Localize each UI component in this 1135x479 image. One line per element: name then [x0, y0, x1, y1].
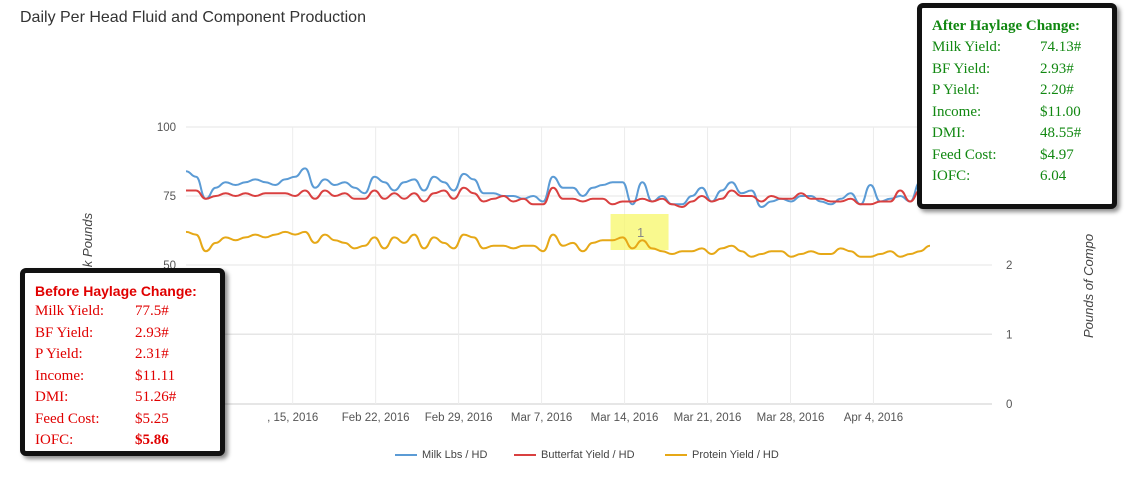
- before-haylage-callout: Before Haylage Change: Milk Yield: 77.5# …: [20, 268, 225, 456]
- before-row-value: 2.93#: [135, 324, 169, 341]
- after-row-milk-yield: Milk Yield: 74.13#: [932, 37, 1112, 59]
- legend-swatch-butterfat: [514, 454, 536, 456]
- after-row-feed-cost: Feed Cost: $4.97: [932, 145, 1112, 167]
- legend-item-protein[interactable]: Protein Yield / HD: [665, 449, 779, 461]
- y-right-tick-label: 0: [1006, 399, 1012, 411]
- x-tick-label: Mar 21, 2016: [674, 412, 742, 424]
- legend-item-butterfat[interactable]: Butterfat Yield / HD: [514, 449, 635, 461]
- series-line-milk: [185, 167, 930, 209]
- after-haylage-callout: After Haylage Change: Milk Yield: 74.13# …: [917, 3, 1117, 209]
- after-row-label: Milk Yield:: [932, 39, 1002, 55]
- annotation-label: 1: [637, 225, 644, 240]
- legend-label-milk: Milk Lbs / HD: [422, 449, 488, 461]
- after-row-iofc: IOFC: 6.04: [932, 166, 1112, 188]
- y-left-tick-label: 100: [157, 122, 176, 134]
- after-row-income: Income: $11.00: [932, 102, 1112, 124]
- y-left-tick-label: 75: [163, 191, 176, 203]
- annotation-highlight: [610, 214, 669, 250]
- after-row-p-yield: P Yield: 2.20#: [932, 80, 1112, 102]
- after-callout-title: After Haylage Change:: [932, 18, 1081, 34]
- x-tick-label: , 15, 2016: [267, 412, 318, 424]
- before-row-label: Feed Cost:: [35, 410, 100, 427]
- before-row-bf-yield: BF Yield: 2.93#: [35, 323, 220, 345]
- before-row-value: $5.86: [135, 432, 169, 448]
- after-row-label: DMI:: [932, 125, 966, 141]
- y-right-tick-label: 2: [1006, 260, 1012, 272]
- before-row-value: $11.11: [135, 367, 176, 384]
- after-row-label: BF Yield:: [932, 60, 991, 77]
- after-row-label: P Yield:: [932, 82, 980, 98]
- x-tick-label: Apr 4, 2016: [844, 412, 903, 424]
- before-row-iofc: IOFC: $5.86: [35, 430, 220, 452]
- before-row-label: BF Yield:: [35, 324, 94, 341]
- after-row-value: $4.97: [1040, 146, 1074, 163]
- before-row-value: $5.25: [135, 410, 169, 427]
- after-row-value: 48.55#: [1040, 125, 1082, 141]
- before-row-feed-cost: Feed Cost: $5.25: [35, 409, 220, 431]
- before-row-label: Income:: [35, 367, 85, 384]
- series-line-butterfat: [186, 186, 931, 209]
- after-row-value: 6.04: [1040, 168, 1067, 184]
- before-callout-title: Before Haylage Change:: [35, 283, 197, 299]
- chart-title: Daily Per Head Fluid and Component Produ…: [20, 9, 366, 26]
- before-row-income: Income: $11.11: [35, 366, 220, 388]
- after-row-label: Feed Cost:: [932, 146, 997, 163]
- x-tick-label: Feb 22, 2016: [342, 412, 410, 424]
- after-row-label: IOFC:: [932, 168, 971, 184]
- after-row-value: 2.20#: [1040, 82, 1074, 98]
- after-row-value: 2.93#: [1040, 60, 1074, 77]
- y-right-axis-title: Pounds of Compo: [1081, 234, 1096, 338]
- x-tick-label: Feb 29, 2016: [425, 412, 493, 424]
- after-row-value: $11.00: [1040, 103, 1081, 120]
- before-row-value: 2.31#: [135, 346, 169, 362]
- before-row-label: P Yield:: [35, 346, 83, 362]
- before-row-dmi: DMI: 51.26#: [35, 387, 220, 409]
- before-row-label: DMI:: [35, 389, 69, 405]
- y-left-axis-title: k Pounds: [80, 212, 95, 267]
- after-row-value: 74.13#: [1040, 39, 1082, 55]
- after-row-dmi: DMI: 48.55#: [932, 123, 1112, 145]
- series-line-protein: [185, 230, 931, 258]
- legend-label-butterfat: Butterfat Yield / HD: [541, 449, 635, 461]
- before-row-p-yield: P Yield: 2.31#: [35, 344, 220, 366]
- before-row-value: 51.26#: [135, 389, 177, 405]
- before-row-value: 77.5#: [135, 303, 169, 319]
- legend-swatch-protein: [665, 454, 687, 456]
- x-tick-label: Mar 14, 2016: [591, 412, 659, 424]
- after-row-label: Income:: [932, 103, 982, 120]
- legend-swatch-milk: [395, 454, 417, 456]
- legend-label-protein: Protein Yield / HD: [692, 449, 779, 461]
- before-row-milk-yield: Milk Yield: 77.5#: [35, 301, 220, 323]
- after-row-bf-yield: BF Yield: 2.93#: [932, 59, 1112, 81]
- before-row-label: IOFC:: [35, 432, 74, 448]
- before-row-label: Milk Yield:: [35, 303, 105, 319]
- x-tick-label: Mar 7, 2016: [511, 412, 572, 424]
- x-tick-label: Mar 28, 2016: [757, 412, 825, 424]
- legend-item-milk[interactable]: Milk Lbs / HD: [395, 449, 487, 461]
- y-right-tick-label: 1: [1006, 330, 1012, 342]
